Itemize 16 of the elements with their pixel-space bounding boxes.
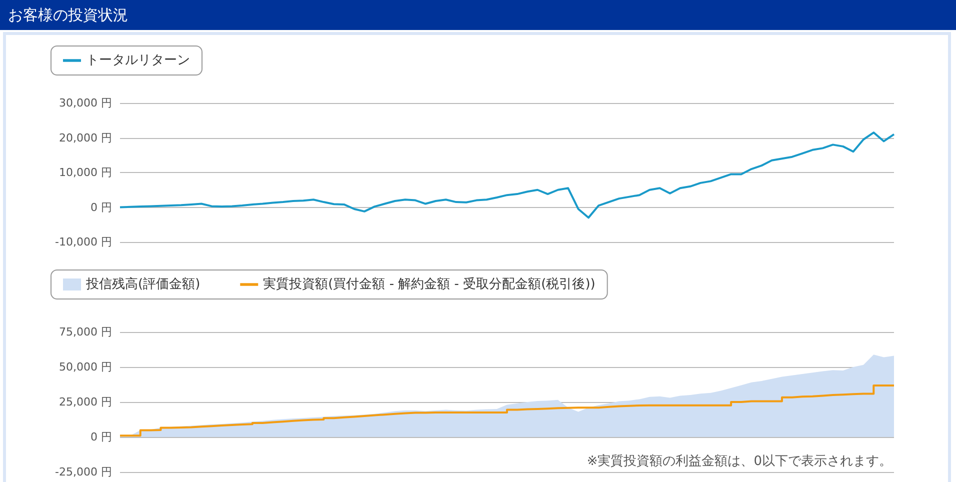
legend-label: 実質投資額(買付金額 - 解約金額 - 受取分配金額(税引後)) [263,276,596,292]
line-series [119,132,895,219]
annotation: ※実質投資額の利益金額は、0以下で表示されます。 [586,453,892,469]
y-tick-label: 75,000 円 [59,326,112,338]
y-tick-label: 0 円 [90,430,112,444]
legend-label: 投信残高(評価金額) [85,276,200,292]
chart-title: お客様の投資状況 [0,0,956,30]
y-tick-label: 0 円 [90,200,112,214]
y-tick-label: 50,000 円 [59,360,112,374]
y-tick-label: 10,000 円 [59,166,112,179]
y-tick-label: 25,000 円 [59,396,112,408]
y-tick-label: 20,000 円 [59,131,112,144]
y-tick-label: -10,000 円 [55,236,112,248]
legend-label: トータルリターン [86,53,190,68]
y-tick-label: -25,000 円 [55,466,112,478]
y-tick-label: 30,000 円 [59,96,112,110]
